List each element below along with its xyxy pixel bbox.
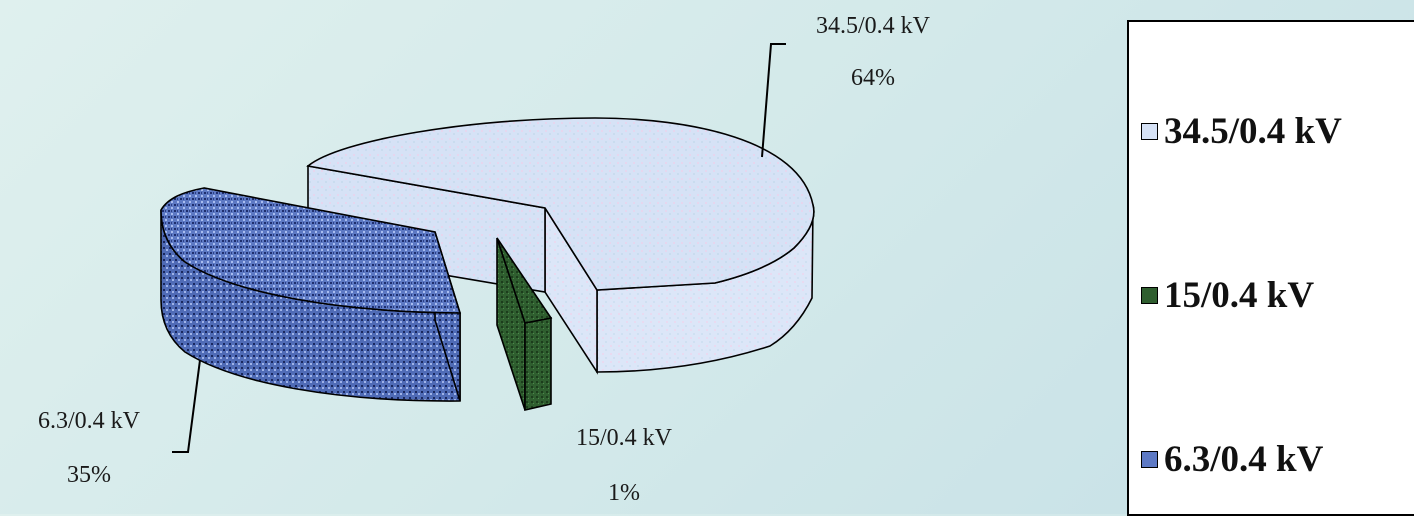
legend-swatch	[1141, 287, 1158, 304]
legend-label: 34.5/0.4 kV	[1164, 111, 1342, 152]
data-label-34-5kv-pct: 64%	[851, 65, 895, 91]
legend-label: 6.3/0.4 kV	[1164, 439, 1324, 480]
slice-6-3kv	[160, 187, 462, 402]
legend-item-34-5kv: 34.5/0.4 kV	[1141, 110, 1342, 153]
legend-swatch	[1141, 451, 1158, 468]
legend-item-15kv: 15/0.4 kV	[1141, 274, 1314, 317]
slice-15kv	[496, 237, 553, 412]
legend-item-6-3kv: 6.3/0.4 kV	[1141, 438, 1323, 481]
pie-chart: 34.5/0.4 kV 64% 15/0.4 kV 1% 6.3/0.4 kV 35%	[38, 13, 931, 506]
legend-swatch	[1141, 123, 1158, 140]
pie-slices	[160, 117, 815, 412]
data-label-15kv-pct: 1%	[608, 480, 640, 506]
leader-lines	[172, 43, 786, 453]
data-labels: 34.5/0.4 kV 64% 15/0.4 kV 1% 6.3/0.4 kV 35%	[38, 13, 931, 506]
leader-line-34-5kv	[761, 43, 786, 158]
data-label-34-5kv-name: 34.5/0.4 kV	[816, 13, 931, 39]
leader-line-6-3kv	[172, 359, 201, 453]
legend-label: 15/0.4 kV	[1164, 275, 1315, 316]
legend: 34.5/0.4 kV 15/0.4 kV 6.3/0.4 kV	[1127, 20, 1414, 516]
data-label-15kv-name: 15/0.4 kV	[576, 425, 673, 451]
data-label-6-3kv-name: 6.3/0.4 kV	[38, 408, 141, 434]
data-label-6-3kv-pct: 35%	[67, 462, 111, 488]
